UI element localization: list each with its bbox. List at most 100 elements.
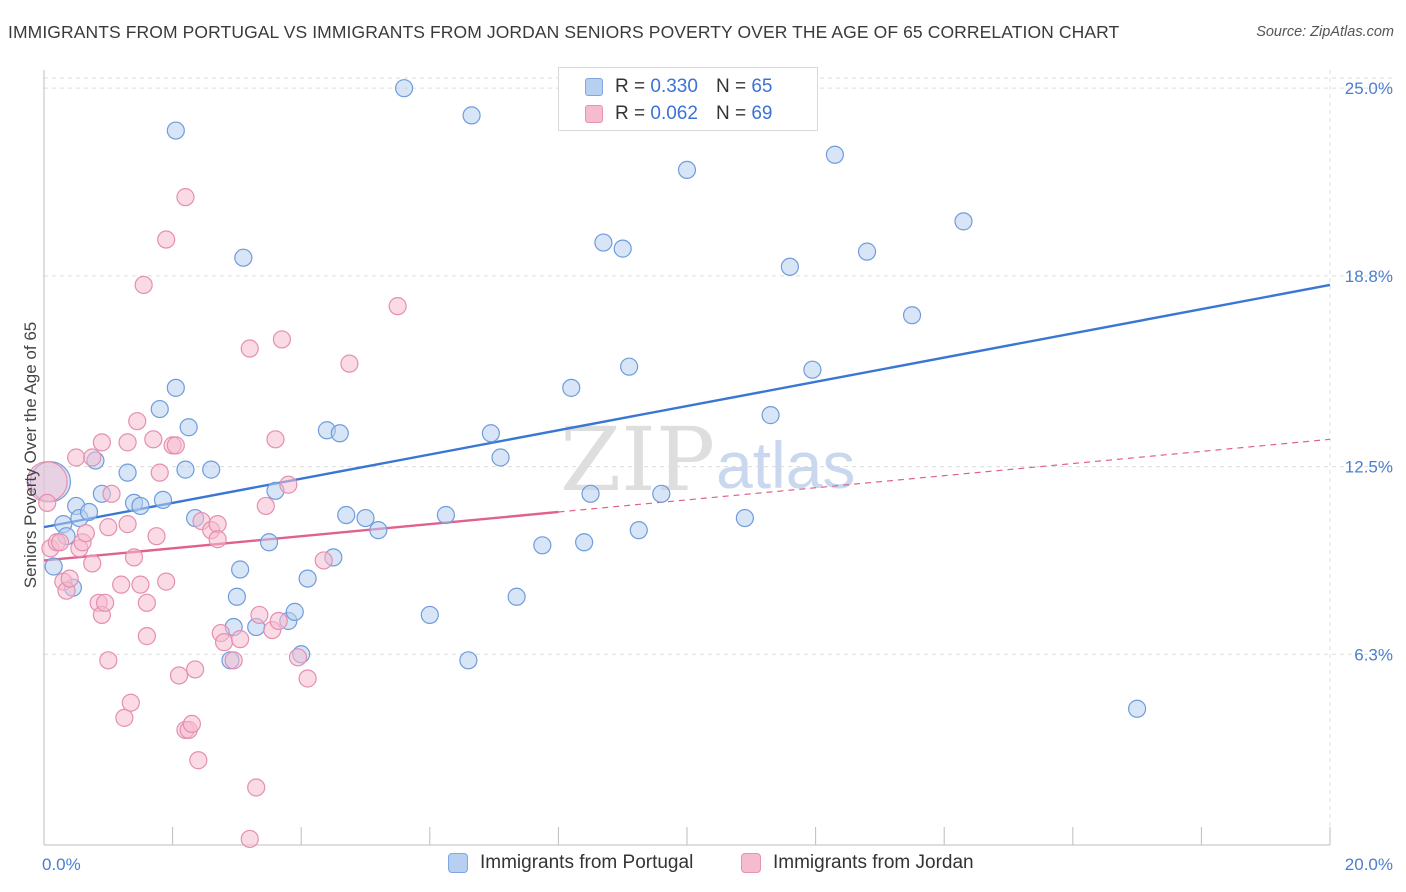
point-jordan [97,594,114,611]
legend-label-portugal: Immigrants from Portugal [480,852,693,874]
point-portugal [228,588,245,605]
point-portugal [167,379,184,396]
legend-r-label: R = [615,103,645,125]
point-jordan [116,709,133,726]
point-portugal [630,522,647,539]
point-portugal [331,425,348,442]
legend-swatch-jordan [741,853,761,873]
point-portugal [45,558,62,575]
point-jordan [209,516,226,533]
point-portugal [203,461,220,478]
point-jordan [129,413,146,430]
point-jordan [148,528,165,545]
point-jordan [39,494,56,511]
legend-row-portugal: R = 0.330 N = 65 [585,75,772,99]
point-portugal [151,401,168,418]
point-jordan [93,434,110,451]
point-portugal [621,358,638,375]
point-jordan [126,549,143,566]
point-portugal [154,491,171,508]
point-portugal [180,419,197,436]
point-jordan [183,715,200,732]
point-jordan [273,331,290,348]
point-jordan [151,464,168,481]
point-portugal [437,507,454,524]
point-portugal [563,379,580,396]
point-jordan [187,661,204,678]
point-jordan [167,437,184,454]
point-jordan [103,485,120,502]
point-jordan [241,830,258,847]
point-portugal [119,464,136,481]
point-portugal [463,107,480,124]
point-jordan [270,612,287,629]
point-jordan [100,652,117,669]
point-portugal [81,503,98,520]
point-portugal [595,234,612,251]
point-portugal [736,510,753,527]
point-jordan [138,594,155,611]
point-jordan [341,355,358,372]
point-jordan [84,449,101,466]
point-portugal [482,425,499,442]
point-portugal [370,522,387,539]
legend-item-jordan[interactable]: Immigrants from Jordan [741,852,974,874]
legend-n-label: N = [716,103,746,125]
point-portugal [826,146,843,163]
point-portugal [261,534,278,551]
legend-label-jordan: Immigrants from Jordan [773,852,974,874]
point-jordan [389,298,406,315]
correlation-legend: R = 0.330 N = 65 R = 0.062 N = 69 [558,67,818,131]
point-jordan [267,431,284,448]
point-portugal [396,80,413,97]
point-jordan [251,606,268,623]
point-portugal [955,213,972,230]
legend-r-value-portugal: 0.330 [650,76,698,98]
point-portugal [421,606,438,623]
point-portugal [781,258,798,275]
point-portugal [167,122,184,139]
point-portugal [132,497,149,514]
point-jordan [77,525,94,542]
point-portugal [804,361,821,378]
y-tick-label: 25.0% [1345,79,1393,98]
point-jordan [132,576,149,593]
legend-swatch-portugal [585,78,603,96]
series-legend: Immigrants from Portugal Immigrants from… [0,852,1406,878]
point-portugal [582,485,599,502]
point-portugal [492,449,509,466]
y-tick-label: 6.3% [1354,645,1393,664]
point-portugal [762,407,779,424]
legend-swatch-jordan [585,105,603,123]
point-jordan [119,516,136,533]
point-portugal [357,510,374,527]
legend-n-label: N = [716,76,746,98]
point-jordan [216,634,233,651]
legend-n-value-jordan: 69 [751,103,772,125]
point-portugal [614,240,631,257]
point-jordan [280,476,297,493]
legend-item-portugal[interactable]: Immigrants from Portugal [448,852,693,874]
point-jordan [52,534,69,551]
point-portugal [534,537,551,554]
point-jordan [158,573,175,590]
y-axis-label: Seniors Poverty Over the Age of 65 [21,322,40,588]
point-jordan [248,779,265,796]
point-jordan [61,570,78,587]
point-jordan [113,576,130,593]
point-jordan [158,231,175,248]
point-jordan [225,652,242,669]
point-jordan [289,649,306,666]
point-jordan [68,449,85,466]
y-tick-label: 18.8% [1345,267,1393,286]
legend-row-jordan: R = 0.062 N = 69 [585,102,772,126]
point-portugal [904,307,921,324]
point-portugal [679,161,696,178]
point-jordan [315,552,332,569]
legend-swatch-portugal [448,853,468,873]
point-jordan [171,667,188,684]
point-portugal [1129,700,1146,717]
point-jordan [257,497,274,514]
point-jordan [241,340,258,357]
legend-r-label: R = [615,76,645,98]
